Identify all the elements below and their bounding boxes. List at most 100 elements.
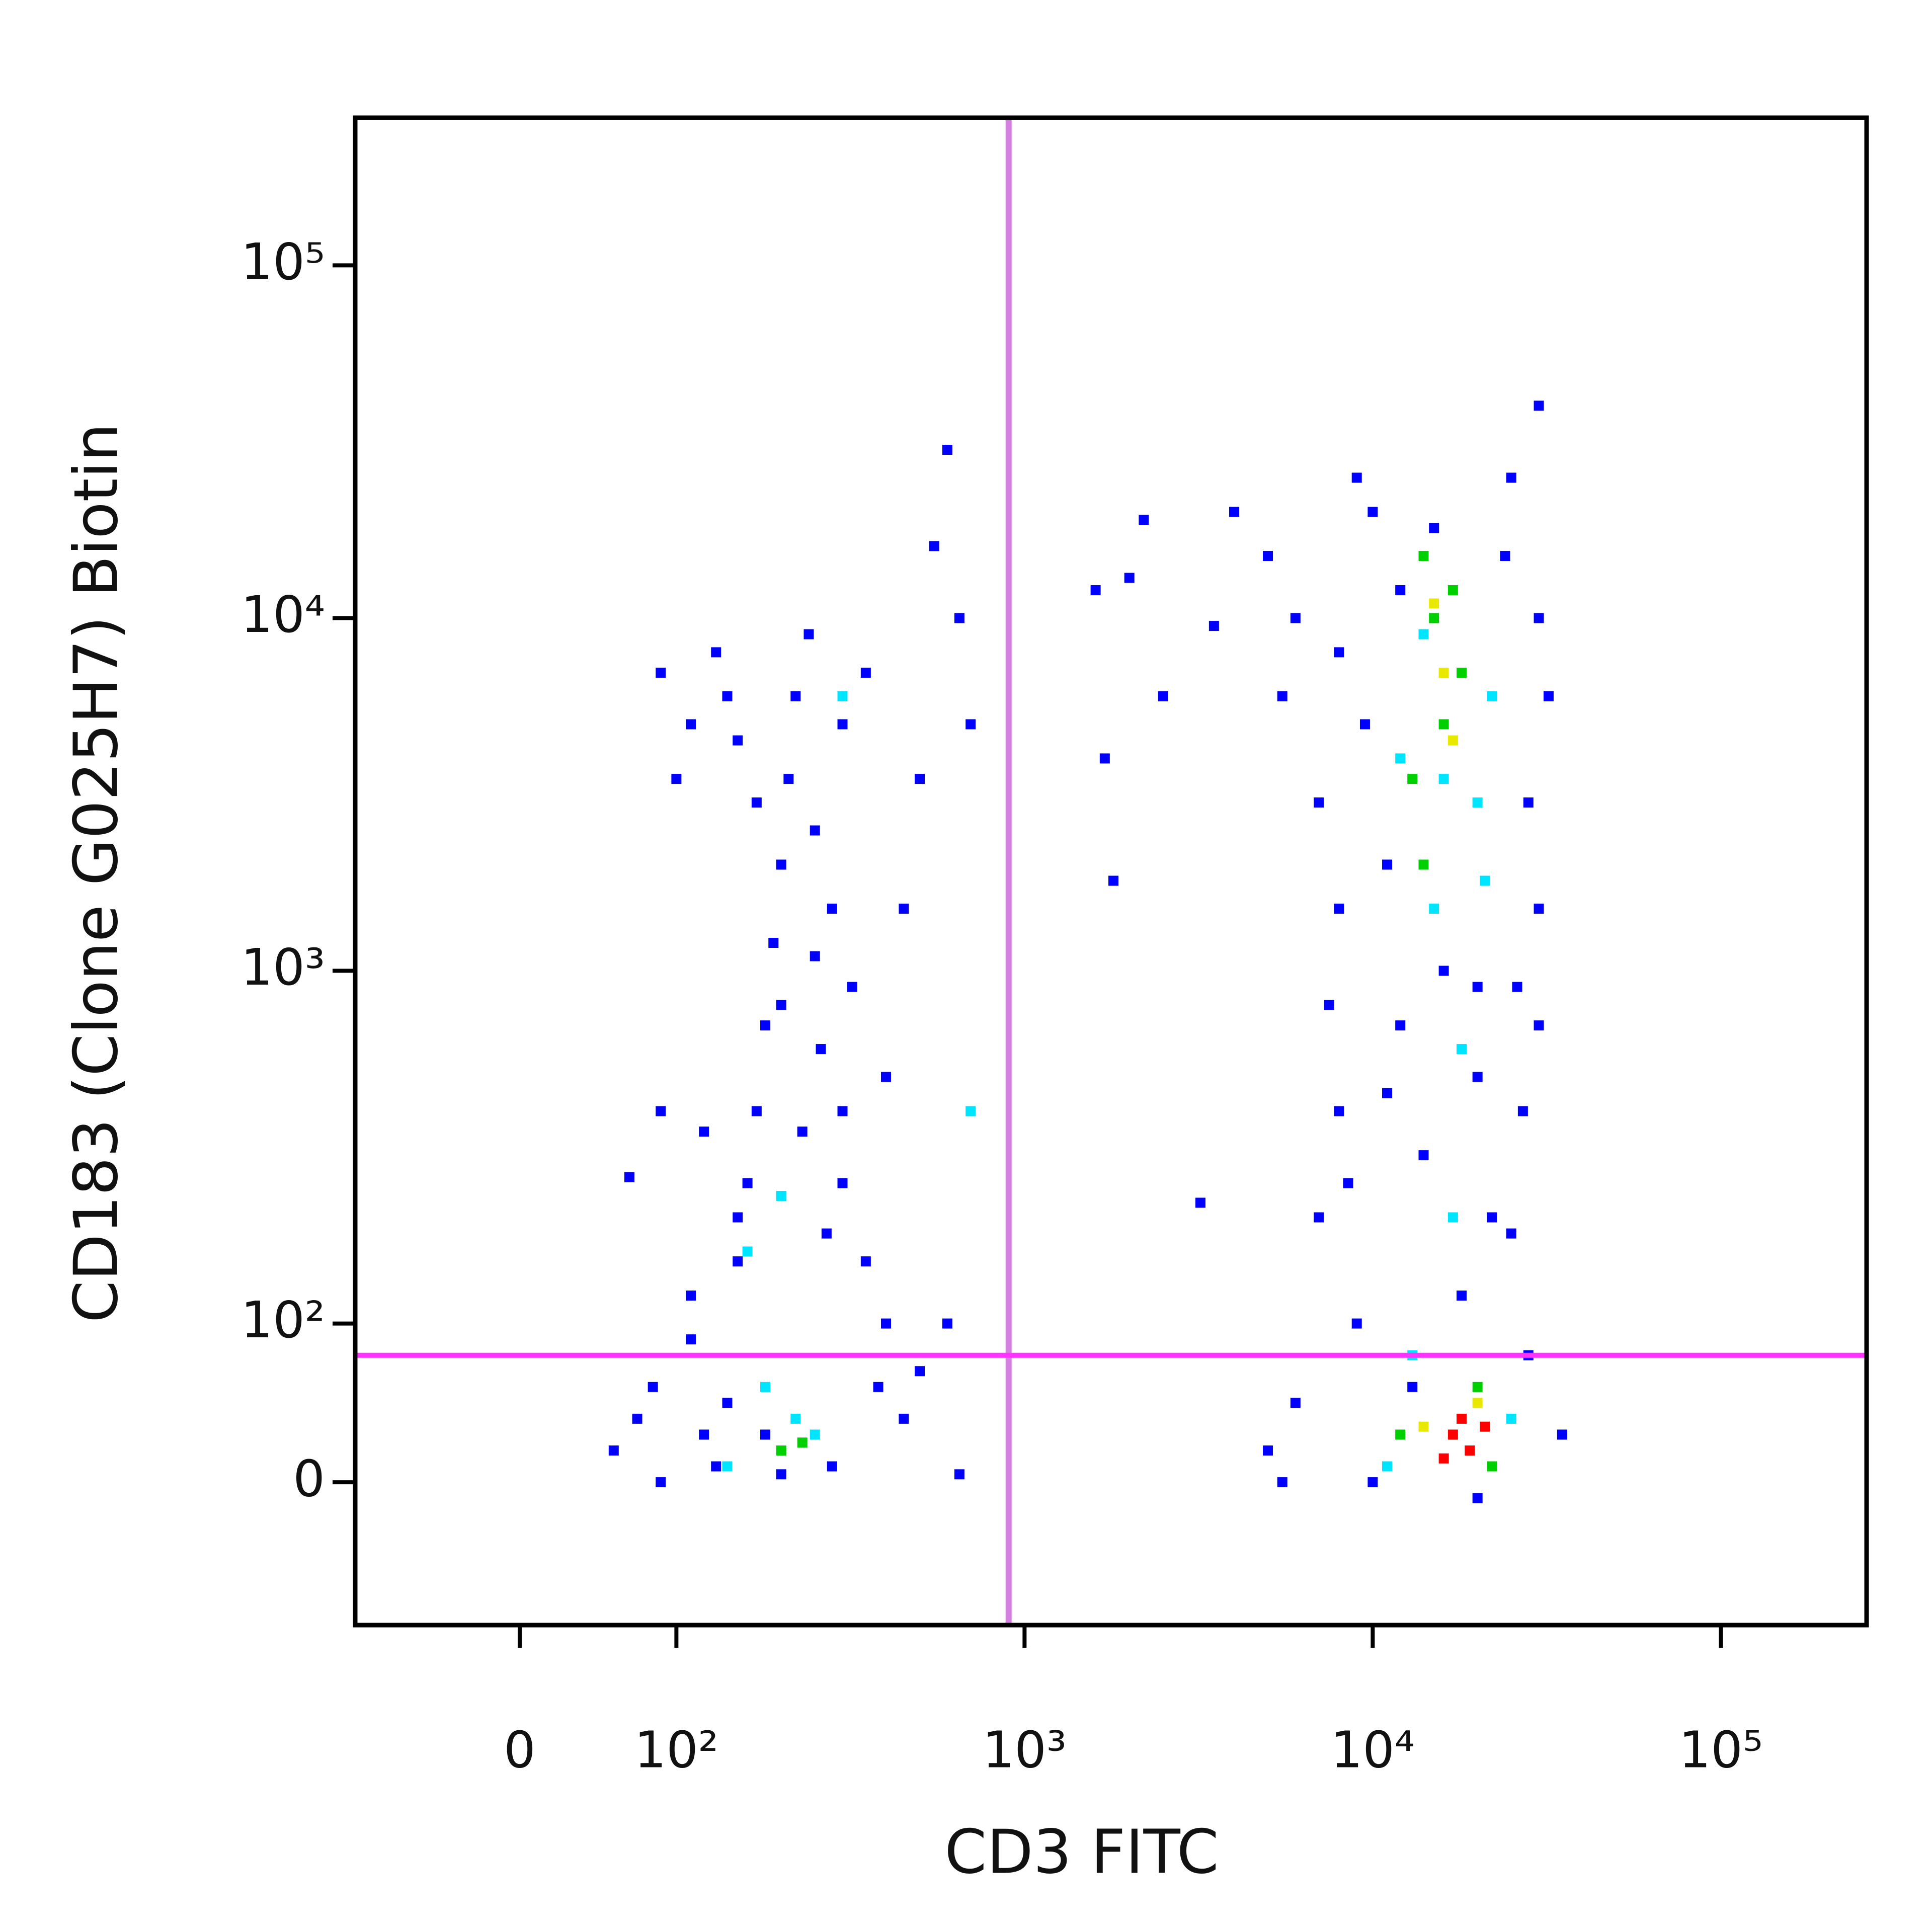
data-point <box>1367 507 1378 517</box>
data-point <box>1465 1445 1475 1456</box>
data-point <box>810 951 820 961</box>
data-point <box>1534 904 1544 914</box>
data-point <box>760 1382 771 1392</box>
data-point <box>1277 1477 1287 1488</box>
data-point <box>1099 753 1110 764</box>
data-point <box>1517 1106 1528 1116</box>
data-point <box>699 1429 709 1440</box>
data-point <box>942 1318 952 1329</box>
data-point <box>1395 1020 1406 1031</box>
data-point <box>751 1106 762 1116</box>
y-axis-title: CD183 (Clone G025H7) Biotin <box>62 423 132 1323</box>
data-point <box>1447 585 1458 595</box>
data-point <box>1429 598 1439 609</box>
data-point <box>827 904 837 914</box>
data-point <box>1487 691 1497 702</box>
data-point <box>965 719 976 730</box>
data-point <box>1438 965 1449 976</box>
data-point <box>1324 1000 1334 1010</box>
data-point <box>915 774 925 784</box>
data-point <box>954 613 964 623</box>
data-point <box>1382 859 1393 870</box>
data-point <box>827 1461 837 1472</box>
data-point <box>711 647 721 658</box>
data-point <box>790 1413 801 1424</box>
data-point <box>929 541 939 551</box>
data-point <box>1429 904 1439 914</box>
data-point <box>1438 668 1449 678</box>
data-point <box>1472 1493 1483 1503</box>
data-point <box>1407 774 1418 784</box>
data-point <box>1382 1088 1393 1098</box>
data-point <box>1457 1291 1467 1301</box>
data-point <box>837 1178 848 1188</box>
data-point <box>1543 691 1554 702</box>
data-point <box>722 1398 733 1408</box>
data-point <box>1124 573 1135 583</box>
data-point <box>1229 507 1239 517</box>
data-point <box>1480 875 1490 886</box>
data-point <box>1438 1453 1449 1464</box>
data-point <box>1472 1398 1483 1408</box>
data-point <box>686 1334 696 1345</box>
x-tick-label: 10³ <box>983 1720 1067 1779</box>
data-point <box>1534 613 1544 623</box>
data-point <box>1314 1212 1324 1223</box>
data-point <box>671 774 682 784</box>
data-point <box>965 1106 976 1116</box>
data-point <box>1090 585 1101 595</box>
plot-frame <box>353 115 1869 1628</box>
data-point <box>1480 1421 1490 1432</box>
data-point <box>1447 1429 1458 1440</box>
data-point <box>1263 551 1273 561</box>
data-point <box>1472 797 1483 808</box>
data-point <box>1382 1461 1393 1472</box>
data-point <box>1418 551 1429 561</box>
data-point <box>1395 585 1406 595</box>
data-point <box>760 1429 771 1440</box>
data-point <box>790 691 801 702</box>
data-point <box>1523 797 1534 808</box>
data-point <box>1343 1178 1353 1188</box>
data-point <box>873 1382 883 1392</box>
y-tick-label: 10⁵ <box>241 232 325 291</box>
data-point <box>1429 523 1439 533</box>
data-point <box>722 1461 733 1472</box>
data-point <box>776 859 786 870</box>
data-point <box>632 1413 642 1424</box>
x-tick-label: 0 <box>504 1720 536 1779</box>
data-point <box>608 1445 619 1456</box>
data-point <box>1500 551 1510 561</box>
data-point <box>1534 400 1544 411</box>
data-point <box>810 825 820 836</box>
data-point <box>686 719 696 730</box>
data-point <box>1158 691 1168 702</box>
x-tick-label: 10⁴ <box>1331 1720 1415 1779</box>
data-point <box>1506 472 1516 483</box>
data-point <box>1472 1072 1483 1082</box>
data-point <box>776 1469 786 1480</box>
data-point <box>1334 1106 1344 1116</box>
data-point <box>1209 621 1219 631</box>
data-point <box>1457 1413 1467 1424</box>
data-point <box>1506 1228 1516 1239</box>
data-point <box>1418 859 1429 870</box>
data-point <box>776 1000 786 1010</box>
data-point <box>1108 875 1119 886</box>
data-point <box>783 774 794 784</box>
data-point <box>776 1445 786 1456</box>
data-point <box>1418 629 1429 639</box>
data-point <box>760 1020 771 1031</box>
data-point <box>1487 1461 1497 1472</box>
data-point <box>1395 753 1406 764</box>
data-point <box>860 1256 871 1267</box>
data-point <box>1418 1150 1429 1161</box>
data-point <box>1557 1429 1567 1440</box>
data-point <box>797 1126 808 1137</box>
data-point <box>1263 1445 1273 1456</box>
y-tick-label: 10³ <box>241 938 325 997</box>
data-point <box>624 1172 634 1182</box>
data-point <box>880 1072 891 1082</box>
x-tick-label: 10² <box>634 1720 718 1779</box>
